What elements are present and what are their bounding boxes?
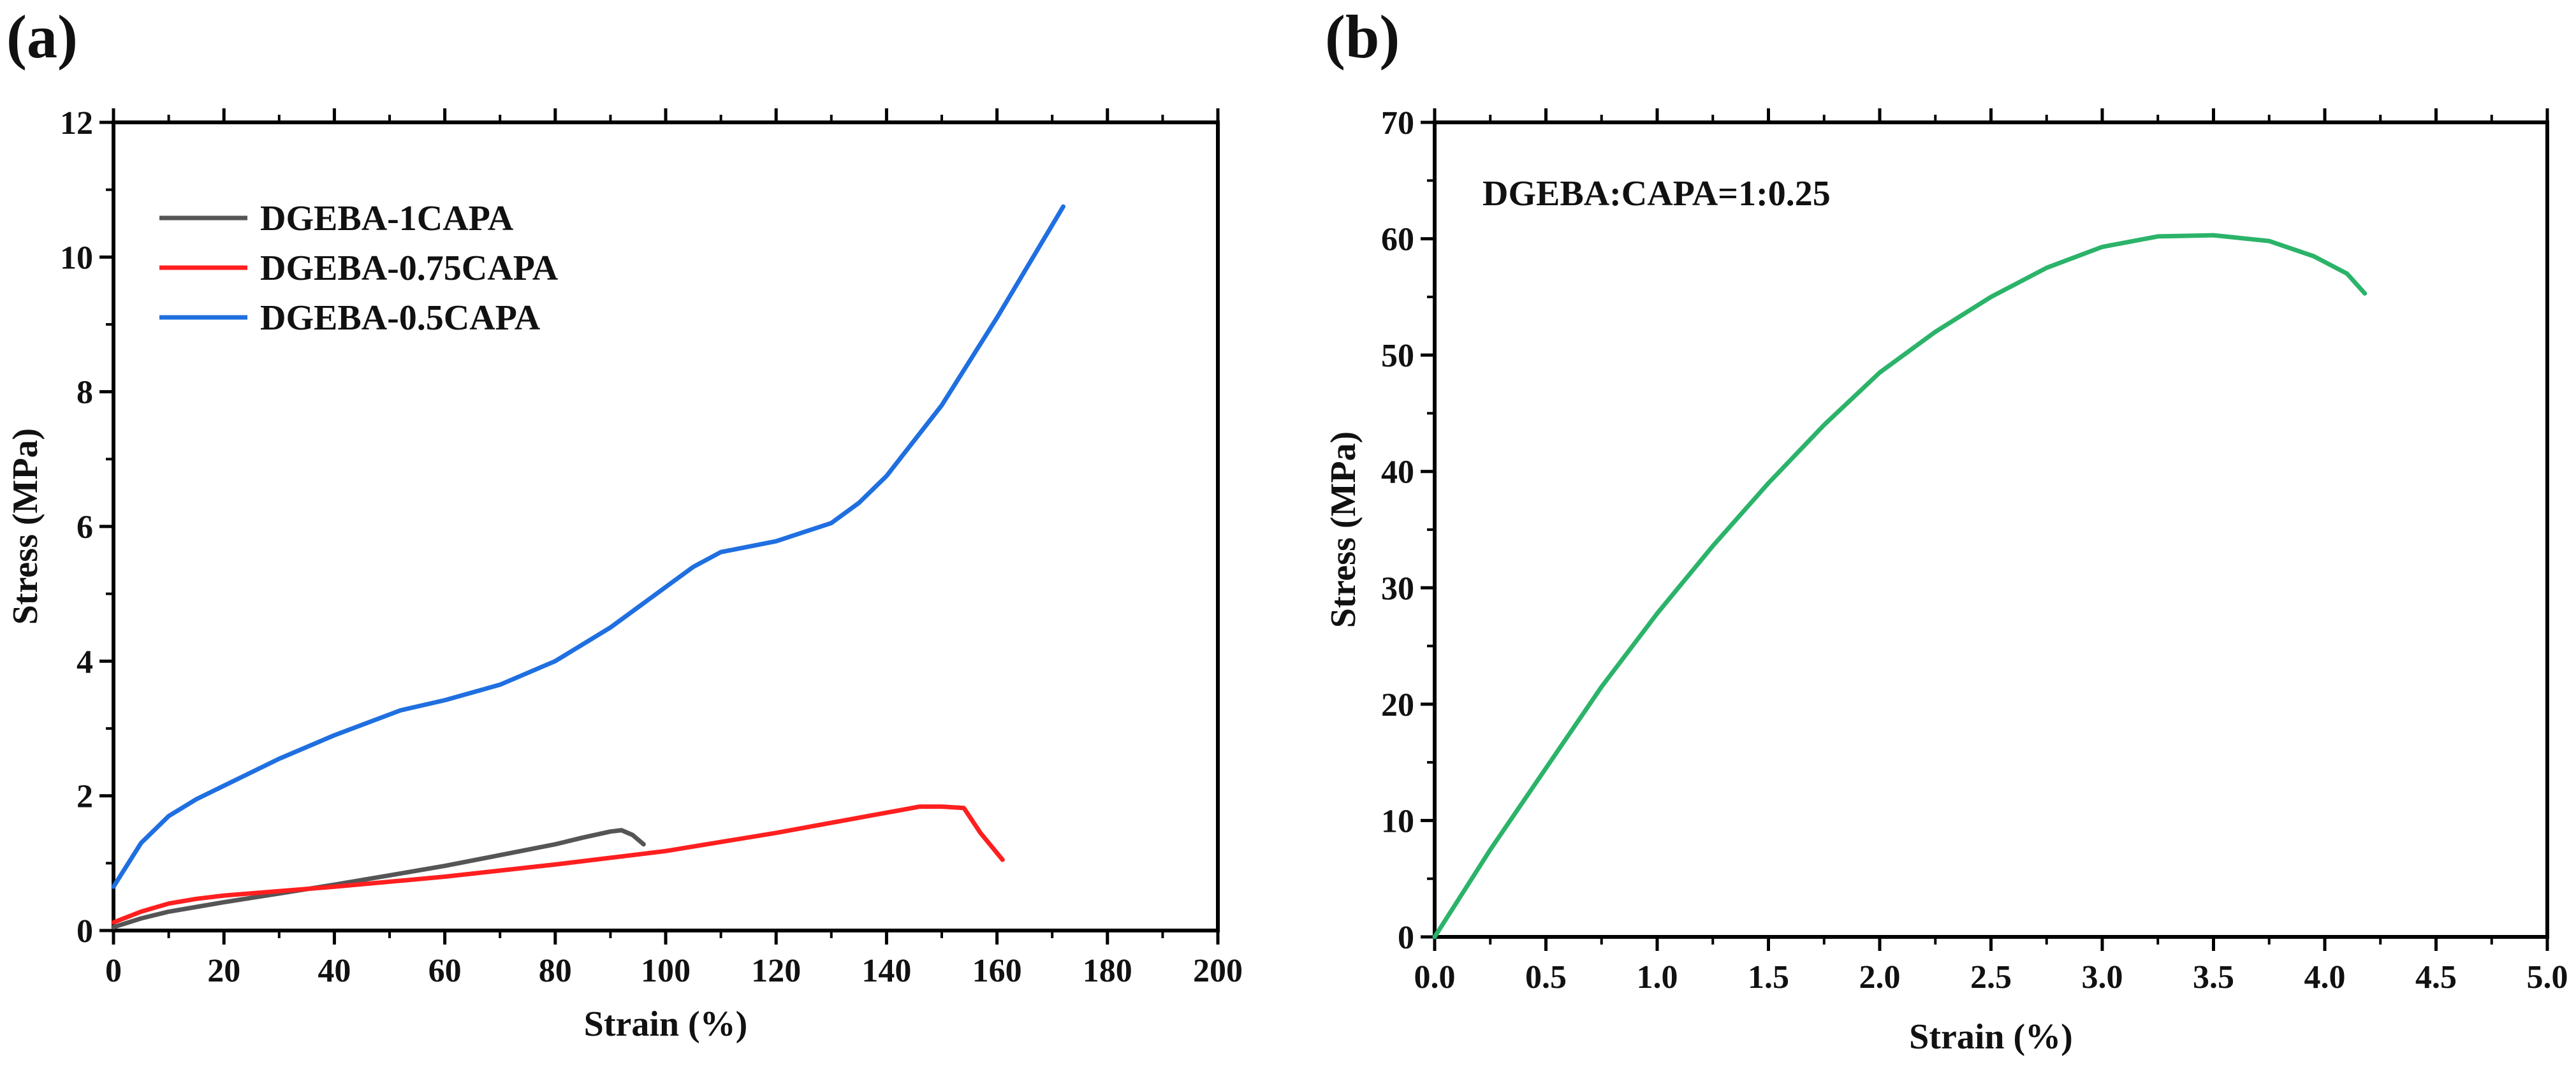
y-axis-label: Stress (MPa) [6,428,45,625]
chart-annotation: DGEBA:CAPA=1:0.25 [1482,174,1831,214]
x-axis-label: Strain (%) [584,1004,748,1044]
legend-label: DGEBA-1CAPA [260,199,514,238]
plot-frame [1433,120,2549,939]
y-tick-label: 6 [77,509,93,546]
legend-label: DGEBA-0.5CAPA [260,298,541,338]
series-line-dgeba-0-5capa [111,204,1065,889]
y-tick-label: 12 [60,105,93,141]
x-tick-label: 4.5 [2415,959,2457,996]
x-tick-label: 20 [207,953,240,989]
x-tick-label: 80 [539,953,572,989]
x-tick-label: 0 [105,953,122,989]
x-tick-label: 40 [318,953,351,989]
y-axis-label: Stress (MPa) [1324,431,1363,628]
x-tick-label: 1.0 [1637,959,1678,996]
x-axis-label: Strain (%) [1909,1017,2073,1057]
x-tick-label: 180 [1083,953,1132,989]
y-tick-label: 70 [1381,105,1414,141]
y-tick-label: 4 [77,644,93,680]
x-tick-label: 3.0 [2082,959,2123,996]
x-tick-label: 1.5 [1748,959,1789,996]
x-tick-label: 160 [972,953,1022,989]
y-tick-label: 8 [77,375,93,411]
y-tick-label: 10 [1381,803,1414,839]
panel-label: (a) [6,3,78,71]
panel-label: (b) [1325,3,1400,71]
panel-b-chart: (b) 0.0 0.5 1.0 1.5 2.0 2.5 3.0 3.5 4.0 4.5 5.0 0 10 2… [1324,3,2568,1057]
y-tick-label: 0 [1398,920,1414,956]
y-tick-label: 40 [1381,454,1414,491]
x-tick-label: 100 [641,953,691,989]
x-tick-label: 120 [751,953,801,989]
y-tick-label: 0 [77,913,93,950]
y-tick-label: 30 [1381,570,1414,607]
x-tick-label: 5.0 [2527,959,2568,996]
y-tick-label: 20 [1381,687,1414,723]
series-line-dgeba-capa-1-0-25 [1432,233,2367,939]
plot-frame [112,120,1220,932]
x-tick-label: 140 [861,953,911,989]
y-tick-label: 60 [1381,222,1414,258]
x-tick-label: 3.5 [2193,959,2234,996]
x-tick-label: 2.5 [1970,959,2012,996]
x-tick-label: 200 [1193,953,1243,989]
x-tick-label: 4.0 [2304,959,2346,996]
x-tick-label: 60 [428,953,462,989]
legend-label: DGEBA-0.75CAPA [260,249,559,288]
series-line-dgeba-0-75capa [111,804,1005,925]
panel-a-chart: (a) 0 20 40 60 80 100 120 140 160 180 200 0 2 4 6 8 10 12 S… [6,3,1243,1044]
x-tick-label: 2.0 [1859,959,1901,996]
y-tick-label: 50 [1381,338,1414,374]
x-tick-label: 0.0 [1414,959,1456,996]
x-tick-label: 0.5 [1525,959,1567,996]
y-tick-label: 10 [60,240,93,276]
y-tick-label: 2 [77,779,93,815]
series-line-dgeba-1capa [111,828,646,930]
